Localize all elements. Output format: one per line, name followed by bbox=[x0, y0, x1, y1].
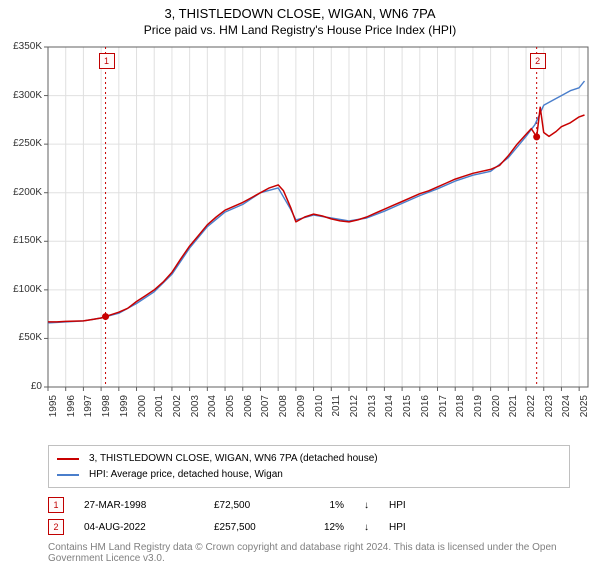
attribution-text: Contains HM Land Registry data © Crown c… bbox=[48, 542, 570, 564]
x-axis-label: 2010 bbox=[314, 395, 325, 425]
x-axis-label: 2016 bbox=[420, 395, 431, 425]
legend-swatch bbox=[57, 474, 79, 476]
x-axis-label: 2014 bbox=[384, 395, 395, 425]
event-price: £257,500 bbox=[214, 522, 294, 533]
down-arrow-icon: ↓ bbox=[364, 522, 369, 533]
x-axis-label: 2012 bbox=[349, 395, 360, 425]
y-axis-label: £0 bbox=[2, 381, 42, 392]
event-pct: 12% bbox=[314, 522, 344, 533]
x-axis-label: 2004 bbox=[207, 395, 218, 425]
chart-area: £0 £50K £100K £150K £200K £250K £300K £350K 1995… bbox=[0, 39, 600, 439]
x-axis-label: 2023 bbox=[544, 395, 555, 425]
table-row: 1 27-MAR-1998 £72,500 1% ↓ HPI bbox=[48, 494, 570, 516]
event-date: 27-MAR-1998 bbox=[84, 500, 194, 511]
x-axis-label: 2003 bbox=[190, 395, 201, 425]
x-axis-label: 2025 bbox=[579, 395, 590, 425]
event-tag: HPI bbox=[389, 522, 406, 533]
table-row: 2 04-AUG-2022 £257,500 12% ↓ HPI bbox=[48, 516, 570, 538]
x-axis-label: 2011 bbox=[331, 395, 342, 425]
x-axis-label: 1999 bbox=[119, 395, 130, 425]
y-axis-label: £250K bbox=[2, 138, 42, 149]
x-axis-label: 2019 bbox=[473, 395, 484, 425]
legend-swatch bbox=[57, 458, 79, 460]
down-arrow-icon: ↓ bbox=[364, 500, 369, 511]
event-pct: 1% bbox=[314, 500, 344, 511]
x-axis-label: 2005 bbox=[225, 395, 236, 425]
legend-label: 3, THISTLEDOWN CLOSE, WIGAN, WN6 7PA (de… bbox=[89, 453, 378, 464]
x-axis-label: 2024 bbox=[561, 395, 572, 425]
x-axis-label: 2015 bbox=[402, 395, 413, 425]
x-axis-label: 1995 bbox=[48, 395, 59, 425]
y-axis-label: £150K bbox=[2, 235, 42, 246]
y-axis-label: £200K bbox=[2, 187, 42, 198]
x-axis-label: 1998 bbox=[101, 395, 112, 425]
chart-svg bbox=[0, 39, 600, 439]
marker-ref-box: 1 bbox=[48, 497, 64, 513]
x-axis-label: 1996 bbox=[66, 395, 77, 425]
x-axis-label: 2020 bbox=[491, 395, 502, 425]
legend-item: 3, THISTLEDOWN CLOSE, WIGAN, WN6 7PA (de… bbox=[57, 451, 561, 466]
x-axis-label: 2000 bbox=[137, 395, 148, 425]
y-axis-label: £300K bbox=[2, 90, 42, 101]
y-axis-label: £100K bbox=[2, 284, 42, 295]
marker-ref-box: 2 bbox=[48, 519, 64, 535]
x-axis-label: 2008 bbox=[278, 395, 289, 425]
legend: 3, THISTLEDOWN CLOSE, WIGAN, WN6 7PA (de… bbox=[48, 445, 570, 488]
x-axis-label: 2018 bbox=[455, 395, 466, 425]
y-axis-label: £50K bbox=[2, 332, 42, 343]
title-line2: Price paid vs. HM Land Registry's House … bbox=[0, 23, 600, 37]
x-axis-label: 2022 bbox=[526, 395, 537, 425]
title-line1: 3, THISTLEDOWN CLOSE, WIGAN, WN6 7PA bbox=[0, 6, 600, 21]
x-axis-label: 2006 bbox=[243, 395, 254, 425]
legend-item: HPI: Average price, detached house, Wiga… bbox=[57, 467, 561, 482]
chart-title-block: 3, THISTLEDOWN CLOSE, WIGAN, WN6 7PA Pri… bbox=[0, 0, 600, 39]
legend-label: HPI: Average price, detached house, Wiga… bbox=[89, 469, 283, 480]
x-axis-label: 2001 bbox=[154, 395, 165, 425]
x-axis-label: 2013 bbox=[367, 395, 378, 425]
price-events-table: 1 27-MAR-1998 £72,500 1% ↓ HPI 2 04-AUG-… bbox=[48, 494, 570, 538]
x-axis-label: 1997 bbox=[83, 395, 94, 425]
x-axis-label: 2017 bbox=[438, 395, 449, 425]
event-date: 04-AUG-2022 bbox=[84, 522, 194, 533]
chart-marker-box: 1 bbox=[99, 53, 115, 69]
x-axis-label: 2009 bbox=[296, 395, 307, 425]
x-axis-label: 2007 bbox=[260, 395, 271, 425]
event-price: £72,500 bbox=[214, 500, 294, 511]
event-tag: HPI bbox=[389, 500, 406, 511]
y-axis-label: £350K bbox=[2, 41, 42, 52]
x-axis-label: 2002 bbox=[172, 395, 183, 425]
chart-marker-box: 2 bbox=[530, 53, 546, 69]
x-axis-label: 2021 bbox=[508, 395, 519, 425]
